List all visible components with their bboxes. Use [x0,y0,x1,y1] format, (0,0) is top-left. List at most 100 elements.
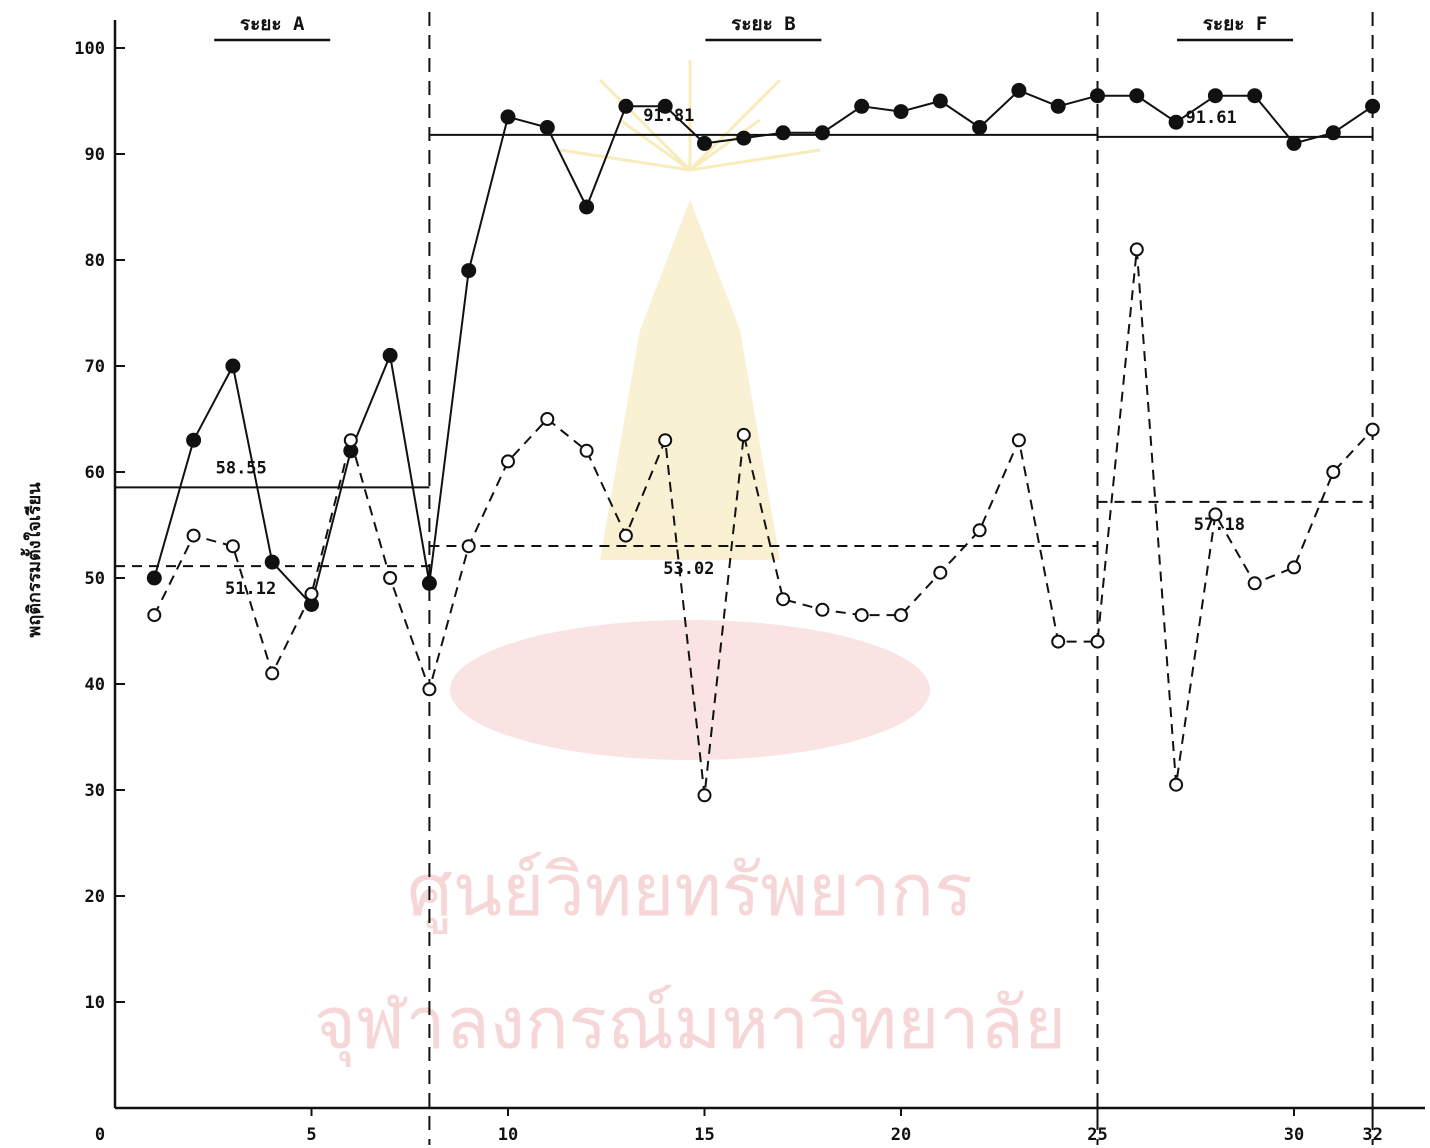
phase-label: ระยะ A [240,13,305,35]
filled-point [854,98,870,114]
y-axis-label: พฤติกรรมตั้งใจเรียน [20,482,45,638]
open-point [383,571,398,585]
open-point [1365,422,1380,437]
series-open-line [153,249,1374,796]
open-point [540,412,555,426]
x-tick-label: 30 [1284,1125,1304,1145]
open-point [343,433,358,448]
y-ticks: 10 20 30 40 50 60 70 80 90 100 [74,39,125,1013]
open-point [697,788,712,803]
filled-point [225,358,241,374]
y-tick-label: 40 [85,675,105,695]
open-point [225,539,240,554]
y-tick-label: 10 [85,993,105,1013]
open-point [1247,576,1262,591]
watermark-seal-base [450,620,930,760]
x-tick-label: 0 [95,1125,105,1145]
open-point [894,608,908,623]
open-point [1090,634,1105,649]
open-point [618,528,633,543]
phase-mean-label: 51.12 [225,579,276,599]
open-point [579,443,594,458]
open-point [1129,242,1144,257]
y-tick-label: 60 [85,463,105,483]
filled-point [972,120,988,135]
open-point [1208,507,1223,522]
phase-mean-label: 57.18 [1194,515,1245,535]
open-point [736,427,751,442]
watermark-seal-spire [600,200,780,560]
filled-point [186,432,202,448]
filled-point [1325,125,1341,141]
open-point [304,586,319,601]
filled-point [1090,88,1105,104]
open-point [658,433,673,448]
filled-point [382,347,398,363]
open-point [776,592,791,607]
filled-point [697,135,712,151]
open-point [972,523,987,538]
filled-point [421,575,437,591]
phase-mean-label: 91.61 [1186,108,1237,128]
x-ticks: 0 5 10 15 20 25 30 32 [95,1108,1383,1145]
filled-point [1286,135,1302,151]
y-tick-label: 50 [85,569,105,589]
open-point [422,682,437,697]
filled-point [1168,114,1184,130]
open-point [933,565,948,580]
y-tick-label: 90 [85,145,105,165]
x-tick-label: 10 [498,1125,518,1145]
filled-point [775,125,791,141]
x-tick-label: 25 [1087,1125,1107,1145]
filled-point [1247,88,1263,104]
open-point [1011,433,1026,448]
filled-point [579,199,595,215]
y-tick-label: 20 [85,887,105,907]
phase-mean-label: 53.02 [663,559,714,579]
series-layer [146,82,1381,803]
x-tick-label: 32 [1362,1125,1382,1145]
phase-label: ระยะ B [731,13,796,35]
y-tick-label: 80 [85,251,105,271]
axes [113,20,1425,1110]
y-tick-label: 100 [74,39,105,59]
open-point [1287,560,1301,575]
watermark: ศูนย์วิทยทรัพยากร จุฬาลงกรณ์มหาวิทยาลัย [314,60,1066,1067]
open-point [501,454,515,469]
filled-point [736,130,752,146]
phase-labels: ระยะ A ระยะ B ระยะ F [214,13,1294,42]
open-point [147,608,162,623]
filled-point [1011,82,1027,98]
filled-point [893,104,909,120]
filled-point [461,263,477,279]
phase-label: ระยะ F [1203,13,1268,35]
open-point [815,602,830,617]
open-point [461,539,476,554]
filled-point [1365,98,1381,114]
filled-point [539,120,555,135]
watermark-line1: ศูนย์วิทยทรัพยากร [407,848,973,934]
filled-point [500,109,516,125]
y-tick-label: 70 [85,357,105,377]
x-tick-label: 20 [891,1125,911,1145]
filled-point [618,98,634,114]
filled-point [657,98,673,114]
phase-mean-label: 58.55 [216,458,267,478]
open-point [854,608,869,623]
open-point [186,528,201,543]
open-point [1051,634,1066,649]
filled-point [814,125,830,141]
series-filled-line [153,89,1374,607]
filled-point [146,570,162,586]
filled-point [932,93,948,109]
open-point [1169,777,1184,792]
x-tick-label: 5 [306,1125,316,1145]
watermark-seal-rays [559,60,821,172]
open-point [265,666,280,681]
filled-point [1129,88,1145,104]
filled-point [1207,88,1223,104]
x-tick-label: 15 [694,1125,714,1145]
phase-lines [428,12,1374,1145]
